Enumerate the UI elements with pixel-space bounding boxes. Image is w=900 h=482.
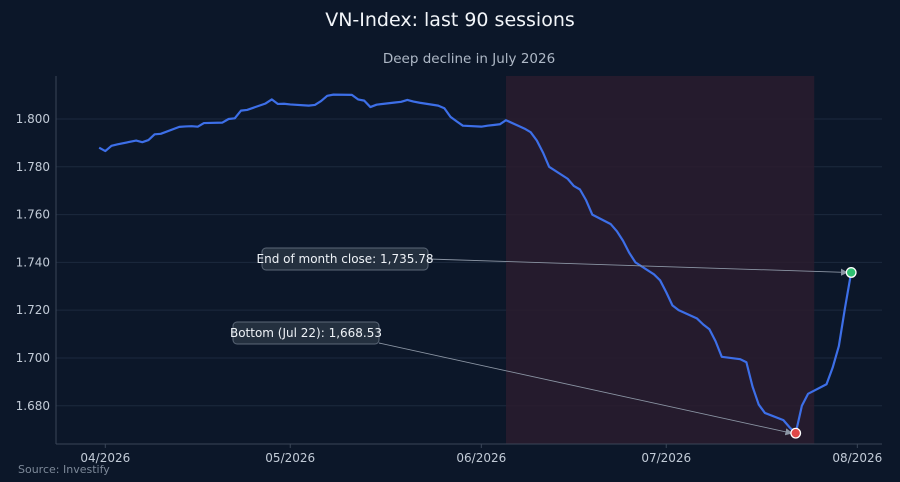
annotation-box bbox=[261, 247, 429, 271]
y-tick-label: 1.780 bbox=[16, 160, 50, 174]
y-tick-label: 1.720 bbox=[16, 303, 50, 317]
y-tick-label: 1.680 bbox=[16, 399, 50, 413]
highlight-band-july bbox=[505, 76, 815, 444]
annotation-arrow bbox=[427, 258, 849, 276]
x-tick-label: 04/2026 bbox=[80, 451, 130, 465]
bottom-point-marker bbox=[790, 427, 802, 439]
chart-subtitle: Deep decline in July 2026 bbox=[382, 51, 556, 67]
annotation-label: Bottom (Jul 22): 1,668.53 bbox=[230, 326, 382, 340]
y-tick-label: 1.700 bbox=[16, 351, 50, 365]
chart-title: VN-Index: last 90 sessions bbox=[325, 9, 575, 31]
y-tick-label: 1.740 bbox=[16, 255, 50, 269]
x-tick-label: 08/2026 bbox=[832, 451, 882, 465]
annotations: End of month close: 1,735.78 Bottom (Jul … bbox=[230, 247, 849, 436]
y-axis-ticks: 1.680 1.700 1.720 1.740 1.760 1.780 1.800 bbox=[16, 112, 50, 413]
x-axis-ticks: 04/2026 05/2026 06/2026 07/2026 08/2026 bbox=[80, 444, 882, 465]
x-tick-label: 07/2026 bbox=[641, 451, 691, 465]
axes bbox=[55, 76, 882, 445]
annotation-box bbox=[232, 321, 380, 345]
y-tick-label: 1.800 bbox=[16, 112, 50, 126]
annotation-label: End of month close: 1,735.78 bbox=[257, 252, 434, 266]
x-tick-label: 06/2026 bbox=[456, 451, 506, 465]
y-tick-label: 1.760 bbox=[16, 208, 50, 222]
point-markers bbox=[790, 267, 857, 439]
end-point-marker bbox=[845, 267, 857, 278]
source-note: Source: Investify bbox=[18, 463, 110, 476]
series-line-vn-index bbox=[98, 93, 853, 435]
x-tick-label: 05/2026 bbox=[265, 451, 315, 465]
annotation-arrow bbox=[378, 342, 793, 436]
